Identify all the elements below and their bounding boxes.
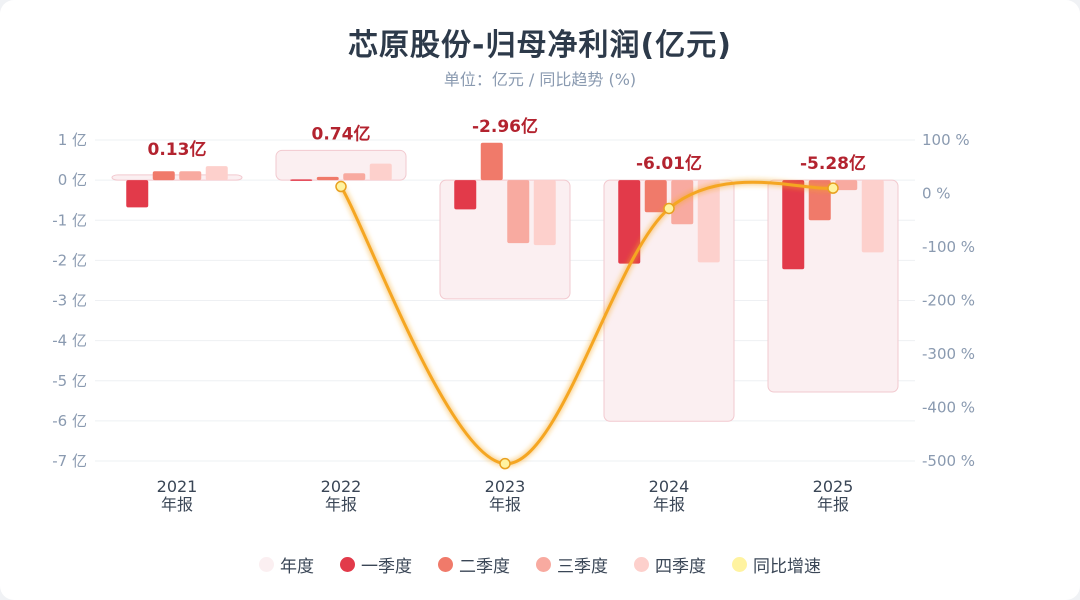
axes: 1 亿 0 亿 -1 亿 -2 亿 -3 亿 -4 亿 -5 亿 -6 亿 -7 亿 100 % 0… xyxy=(52,131,975,514)
y-left-tick-label: 1 亿 xyxy=(58,131,87,149)
annual-labels: 0.13亿 0.74亿 -2.96亿 -6.01亿 -5.28亿 xyxy=(148,116,866,174)
y-left-tick-label: -2 亿 xyxy=(52,251,87,269)
quarter-bar xyxy=(782,180,805,270)
legend-label: 二季度 xyxy=(459,557,510,577)
x-tick-sublabel: 年报 xyxy=(161,495,193,514)
legend-label: 三季度 xyxy=(557,557,608,577)
x-tick-label: 2022 xyxy=(321,477,362,496)
quarter-bar xyxy=(205,166,228,181)
x-tick-label: 2024 xyxy=(649,477,690,496)
y-left-tick-label: -7 亿 xyxy=(52,452,87,470)
y-left-tick-label: -5 亿 xyxy=(52,372,87,390)
x-tick-sublabel: 年报 xyxy=(489,495,521,514)
yoy-point xyxy=(499,457,511,470)
quarter-bar xyxy=(179,171,202,181)
legend-item[interactable]: 一季度 xyxy=(340,552,412,577)
legend-swatch xyxy=(634,557,649,572)
legend-swatch xyxy=(259,557,274,572)
x-tick-label: 2023 xyxy=(485,477,526,496)
quarter-bar xyxy=(343,173,366,181)
quarter-bar xyxy=(507,180,530,244)
legend-label: 四季度 xyxy=(655,557,706,577)
legend-label: 一季度 xyxy=(361,557,412,577)
quarter-bar xyxy=(369,163,392,181)
x-tick-sublabel: 年报 xyxy=(325,495,357,514)
y-right-tick-label: 100 % xyxy=(922,131,970,149)
quarter-bar xyxy=(697,180,720,263)
x-tick-label: 2021 xyxy=(157,477,198,496)
x-tick-label: 2025 xyxy=(813,477,854,496)
yoy-line-path xyxy=(339,180,834,466)
yoy-point xyxy=(335,180,347,193)
quarter-bar xyxy=(644,180,667,213)
y-right-tick-label: -400 % xyxy=(922,399,975,417)
legend-swatch xyxy=(340,557,355,572)
legend-item[interactable]: 四季度 xyxy=(634,552,706,577)
quarter-bar xyxy=(454,180,477,210)
annual-value-label: -5.28亿 xyxy=(800,153,866,174)
quarter-bar xyxy=(861,180,884,253)
annual-value-label: -2.96亿 xyxy=(472,116,538,137)
yoy-point xyxy=(827,182,839,194)
legend-item[interactable]: 三季度 xyxy=(536,552,608,577)
quarter-bar xyxy=(316,176,339,181)
quarter-bar xyxy=(480,142,503,181)
quarter-bar xyxy=(533,180,556,246)
annual-value-label: -6.01亿 xyxy=(636,153,702,174)
y-left-tick-label: -6 亿 xyxy=(52,412,87,430)
quarter-bar xyxy=(808,180,831,221)
y-left-tick-label: -3 亿 xyxy=(52,292,87,310)
quarter-bar xyxy=(671,180,694,225)
quarter-bar xyxy=(618,180,641,264)
y-right-tick-label: 0 % xyxy=(922,185,951,203)
legend-swatch xyxy=(438,557,453,572)
legend-item[interactable]: 二季度 xyxy=(438,552,510,577)
chart-title: 芯原股份-归母净利润(亿元) xyxy=(348,28,732,63)
quarter-bar xyxy=(152,171,175,181)
y-left-tick-label: 0 亿 xyxy=(58,171,87,189)
quarter-bars xyxy=(126,142,884,270)
quarter-bar xyxy=(290,179,313,181)
y-right-tick-label: -500 % xyxy=(922,452,975,470)
legend-label: 同比增速 xyxy=(753,557,821,577)
annual-value-label: 0.13亿 xyxy=(148,139,207,160)
x-tick-sublabel: 年报 xyxy=(653,495,685,514)
x-tick-sublabel: 年报 xyxy=(817,495,849,514)
y-right-tick-label: -200 % xyxy=(922,292,975,310)
chart-subtitle: 单位：亿元 / 同比趋势 (%) xyxy=(443,70,637,89)
y-left-tick-label: -1 亿 xyxy=(52,211,87,229)
quarter-bar xyxy=(126,180,149,208)
legend-swatch xyxy=(732,557,747,572)
yoy-point xyxy=(663,202,675,215)
annual-value-label: 0.74亿 xyxy=(312,123,371,144)
y-right-tick-label: -300 % xyxy=(922,345,975,363)
legend-item[interactable]: 同比增速 xyxy=(732,552,821,577)
y-right-tick-label: -100 % xyxy=(922,238,975,256)
yoy-line xyxy=(335,180,839,470)
quarter-bar xyxy=(835,180,858,191)
legend-swatch xyxy=(536,557,551,572)
legend-item[interactable]: 年度 xyxy=(259,552,314,577)
legend-label: 年度 xyxy=(280,557,314,577)
y-left-tick-label: -4 亿 xyxy=(52,332,87,350)
legend: 年度 一季度 二季度 三季度 四季度 同比增速 xyxy=(0,552,1080,577)
